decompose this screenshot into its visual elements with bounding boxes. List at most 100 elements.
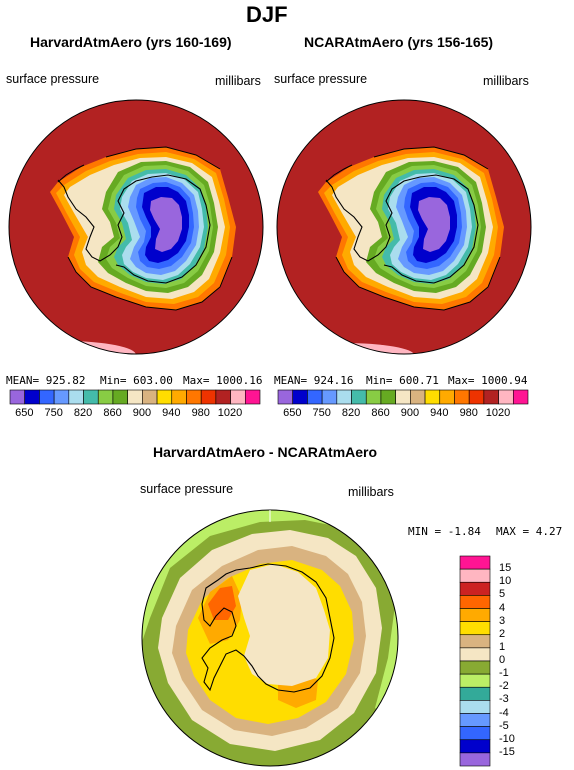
panel2-colorbar [277, 389, 529, 405]
panel2-colorbar-swatch [410, 389, 426, 405]
panel2-colorbar-swatch [512, 389, 529, 405]
panel2-colorbar-swatch [483, 389, 499, 405]
panel3-colorbar-swatch [459, 673, 491, 688]
panel3-colorbar-tick-label: 3 [499, 614, 506, 627]
panel2-colorbar-swatch [307, 389, 323, 405]
panel1-colorbar-swatch [97, 389, 114, 405]
panel1-colorbar-swatch [127, 389, 143, 405]
panel3-colorbar-tick-label: -4 [499, 706, 509, 719]
panel3-colorbar-swatch [459, 568, 491, 583]
panel3-units-label: millibars [348, 485, 394, 499]
panel2-field-label: surface pressure [274, 72, 368, 86]
panel3-colorbar-tick-label: -15 [499, 745, 515, 758]
panel1-colorbar [9, 389, 261, 405]
panel2-colorbar-tick-label: 900 [400, 407, 420, 419]
panel2-colorbar-tick-label: 940 [430, 407, 449, 419]
panel3-colorbar-swatch [459, 752, 491, 767]
panel3-field-label: surface pressure [140, 482, 234, 496]
panel2-colorbar-swatch [498, 389, 514, 405]
panel1-colorbar-tick-label: 980 [191, 407, 210, 419]
panel3-colorbar-tick-label: -5 [499, 719, 509, 732]
panel1-colorbar-swatch [112, 389, 128, 405]
panel3-colorbar-tick-label: -1 [499, 667, 509, 680]
panel2-colorbar-tick-label: 820 [341, 407, 361, 419]
panel3-colorbar-tick-label: -10 [499, 732, 515, 745]
panel3-colorbar-swatch [459, 634, 491, 649]
panel1-colorbar-swatch [83, 389, 99, 405]
panel2-colorbar-swatch [292, 389, 308, 405]
panel2-map [276, 99, 532, 355]
page-title: DJF [246, 2, 288, 27]
panel1-colorbar-tick-label: 1020 [217, 407, 243, 419]
panel1-colorbar-swatch [53, 389, 70, 405]
panel2-colorbar-tick-label: 860 [371, 407, 390, 419]
panel2-units-label: millibars [483, 74, 529, 88]
panel3-colorbar-swatch [459, 660, 491, 675]
panel3-colorbar-swatch [459, 608, 491, 622]
panel2-colorbar-swatch [439, 389, 455, 405]
panel3-colorbar [459, 555, 491, 767]
panel3-colorbar-swatch [459, 700, 491, 714]
panel3-max: MAX = 4.27 [496, 525, 563, 538]
panel1-units-label: millibars [215, 74, 261, 88]
panel3-colorbar-tick-label: 2 [499, 627, 506, 640]
panel2-max: Max= 1000.94 [448, 374, 528, 387]
panel1-mean: MEAN= 925.82 [6, 374, 86, 387]
panel3-colorbar-swatch [459, 686, 491, 701]
panel1-field-label: surface pressure [6, 72, 100, 86]
panel3-colorbar-swatch [459, 621, 491, 636]
panel1-colorbar-swatch [156, 389, 173, 405]
panel1-colorbar-swatch [244, 389, 261, 405]
panel2-colorbar-tick-label: 650 [283, 407, 302, 419]
panel1-max: Max= 1000.16 [183, 374, 263, 387]
panel1-colorbar-swatch [200, 389, 217, 405]
panel3-colorbar-swatch [459, 713, 491, 727]
panel3-colorbar-swatch [459, 739, 491, 754]
panel3-min: MIN = -1.84 [408, 525, 481, 538]
panel2-colorbar-swatch [336, 389, 352, 405]
panel3-colorbar-tick-label: 1 [499, 640, 506, 653]
panel1-colorbar-swatch [9, 389, 26, 405]
panel2-colorbar-swatch [424, 389, 441, 405]
panel1-colorbar-tick-label: 820 [73, 407, 93, 419]
panel3-colorbar-tick-label: -2 [499, 680, 509, 693]
panel2-colorbar-swatch [365, 389, 382, 405]
panel2-min: Min= 600.71 [366, 374, 439, 387]
panel1-map [8, 99, 264, 355]
panel2-colorbar-swatch [351, 389, 367, 405]
panel3-colorbar-swatch [459, 581, 491, 596]
panel2-colorbar-swatch [380, 389, 396, 405]
panel2-mean: MEAN= 924.16 [274, 374, 354, 387]
panel2-colorbar-tick-label: 1020 [485, 407, 511, 419]
panel3-map [141, 509, 399, 767]
panel3-colorbar-tick-label: 0 [499, 654, 506, 666]
panel1-colorbar-swatch [68, 389, 84, 405]
panel1-colorbar-swatch [186, 389, 202, 405]
panel3-colorbar-tick-label: 4 [499, 601, 506, 614]
panel2-colorbar-tick-label: 750 [312, 407, 331, 419]
panel1-colorbar-tick-label: 940 [162, 407, 181, 419]
panel1-colorbar-swatch [39, 389, 55, 405]
panel1-min: Min= 603.00 [100, 374, 173, 387]
panel2-colorbar-swatch [454, 389, 470, 405]
panel2-colorbar-swatch [321, 389, 338, 405]
panel2-colorbar-swatch [277, 389, 294, 405]
panel1-colorbar-swatch [171, 389, 187, 405]
panel2-colorbar-swatch [395, 389, 411, 405]
panel1-colorbar-swatch [215, 389, 231, 405]
panel3-title: HarvardAtmAero - NCARAtmAero [153, 444, 378, 460]
panel1-colorbar-swatch [24, 389, 40, 405]
panel3-colorbar-tick-label: 15 [499, 562, 512, 575]
panel1-colorbar-swatch [142, 389, 158, 405]
panel3-colorbar-tick-label: 10 [499, 575, 512, 588]
panel3-colorbar-swatch [459, 726, 491, 741]
panel3-colorbar-swatch [459, 555, 491, 570]
panel2-colorbar-tick-label: 980 [459, 407, 478, 419]
panel3-colorbar-tick-label: 5 [499, 588, 506, 601]
panel1-colorbar-swatch [230, 389, 246, 405]
panel3-colorbar-swatch [459, 595, 491, 609]
panel1-colorbar-tick-label: 650 [15, 407, 34, 419]
panel1-colorbar-tick-label: 900 [132, 407, 152, 419]
panel3-colorbar-swatch [459, 647, 491, 662]
